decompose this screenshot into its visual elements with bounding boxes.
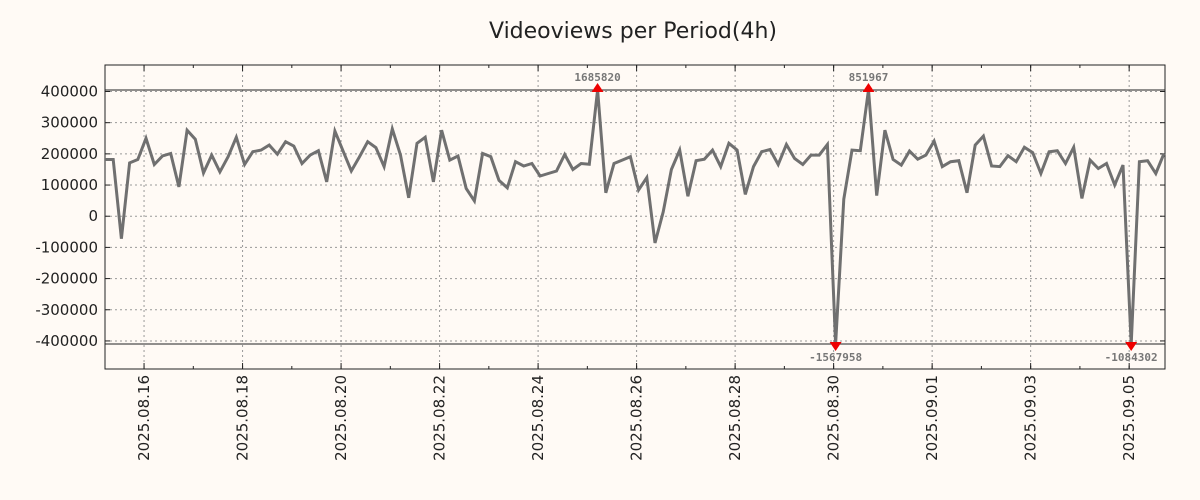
x-tick-label: 2025.09.01 [923,375,941,461]
y-tick-label: -400000 [35,332,98,350]
min-marker-icon [1125,342,1138,352]
y-tick-label: 300000 [41,114,98,132]
x-tick-label: 2025.08.26 [628,375,646,461]
y-tick-label: 400000 [41,83,98,101]
y-tick-label: -300000 [35,301,98,319]
x-tick-label: 2025.08.30 [825,375,843,461]
x-tick-label: 2025.08.18 [234,375,252,461]
x-tick-label: 2025.09.03 [1022,375,1040,461]
chart-title: Videoviews per Period(4h) [489,19,777,44]
y-tick-label: 0 [88,207,98,225]
x-axis: 2025.08.16 2025.08.18 2025.08.20 2025.08.22… [135,65,1138,461]
y-tick-label: 100000 [41,176,98,194]
x-tick-label: 2025.08.24 [529,375,547,461]
max-label: 1685820 [574,71,620,84]
x-tick-label: 2025.08.16 [135,375,153,461]
max-marker-icon [591,82,604,92]
series-videoviews [105,89,1166,345]
annotations: 1685820 851967 -1567958 -1084302 [574,71,1157,364]
grid [105,65,1165,369]
y-tick-label: -100000 [35,238,98,256]
min-marker-icon [829,342,842,352]
x-tick-label: 2025.09.05 [1120,375,1138,461]
x-tick-label: 2025.08.20 [332,375,350,461]
max-marker-icon [862,82,875,92]
series-line [105,89,1166,345]
y-axis: 400000 300000 200000 100000 0 -100000 -200000 -… [35,83,1165,350]
x-tick-label: 2025.08.22 [431,375,449,461]
min-label: -1084302 [1105,351,1158,364]
plot-area [104,64,1166,370]
y-tick-label: -200000 [35,270,98,288]
x-tick-label: 2025.08.28 [726,375,744,461]
clip-lines [105,89,1165,345]
y-tick-label: 200000 [41,145,98,163]
min-label: -1567958 [809,351,862,364]
max-label: 851967 [849,71,889,84]
